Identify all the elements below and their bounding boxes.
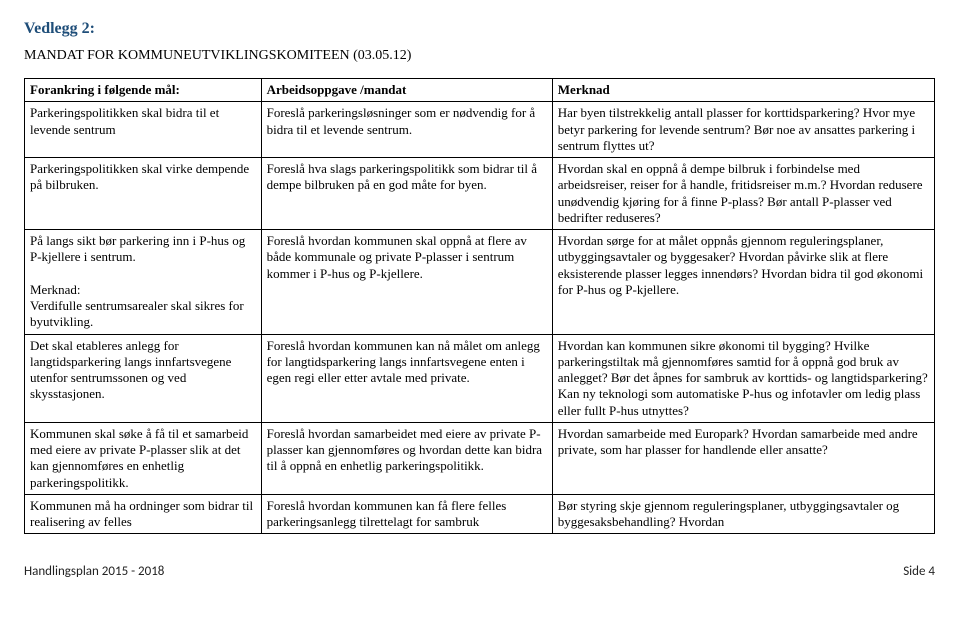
footer-page-number: Side 4 xyxy=(903,564,935,579)
header-arbeidsoppgave: Arbeidsoppgave /mandat xyxy=(261,79,552,102)
cell-arbeidsoppgave: Foreslå parkeringsløsninger som er nødve… xyxy=(261,102,552,158)
cell-forankring: Det skal etableres anlegg for langtidspa… xyxy=(25,334,262,422)
cell-merknad: Bør styring skje gjennom reguleringsplan… xyxy=(552,494,934,534)
cell-arbeidsoppgave: Foreslå hvordan kommunen kan nå målet om… xyxy=(261,334,552,422)
table-row: Kommunen må ha ordninger som bidrar til … xyxy=(25,494,935,534)
cell-arbeidsoppgave: Foreslå hvordan kommunen kan få flere fe… xyxy=(261,494,552,534)
mandate-table: Forankring i følgende mål: Arbeidsoppgav… xyxy=(24,78,935,534)
table-row: Parkeringspolitikken skal bidra til et l… xyxy=(25,102,935,158)
header-merknad: Merknad xyxy=(552,79,934,102)
footer-plan-name: Handlingsplan 2015 - 2018 xyxy=(24,564,164,579)
table-row: Parkeringspolitikken skal virke dempende… xyxy=(25,158,935,230)
attachment-number: Vedlegg 2: xyxy=(24,20,935,38)
cell-merknad: Har byen tilstrekkelig antall plasser fo… xyxy=(552,102,934,158)
cell-merknad: Hvordan sørge for at målet oppnås gjenno… xyxy=(552,230,934,335)
cell-forankring: Parkeringspolitikken skal bidra til et l… xyxy=(25,102,262,158)
page-footer: Handlingsplan 2015 - 2018 Side 4 xyxy=(24,564,935,579)
cell-arbeidsoppgave: Foreslå hvordan kommunen skal oppnå at f… xyxy=(261,230,552,335)
cell-forankring: Kommunen skal søke å få til et samarbeid… xyxy=(25,422,262,494)
table-header-row: Forankring i følgende mål: Arbeidsoppgav… xyxy=(25,79,935,102)
cell-arbeidsoppgave: Foreslå hvordan samarbeidet med eiere av… xyxy=(261,422,552,494)
cell-merknad: Hvordan samarbeide med Europark? Hvordan… xyxy=(552,422,934,494)
header-forankring: Forankring i følgende mål: xyxy=(25,79,262,102)
cell-merknad: Hvordan skal en oppnå å dempe bilbruk i … xyxy=(552,158,934,230)
cell-forankring: Parkeringspolitikken skal virke dempende… xyxy=(25,158,262,230)
mandate-title: MANDAT FOR KOMMUNEUTVIKLINGSKOMITEEN (03… xyxy=(24,48,935,64)
cell-merknad: Hvordan kan kommunen sikre økonomi til b… xyxy=(552,334,934,422)
table-row: På langs sikt bør parkering inn i P-hus … xyxy=(25,230,935,335)
cell-arbeidsoppgave: Foreslå hva slags parkeringspolitikk som… xyxy=(261,158,552,230)
table-row: Kommunen skal søke å få til et samarbeid… xyxy=(25,422,935,494)
cell-forankring: På langs sikt bør parkering inn i P-hus … xyxy=(25,230,262,335)
cell-forankring: Kommunen må ha ordninger som bidrar til … xyxy=(25,494,262,534)
table-row: Det skal etableres anlegg for langtidspa… xyxy=(25,334,935,422)
